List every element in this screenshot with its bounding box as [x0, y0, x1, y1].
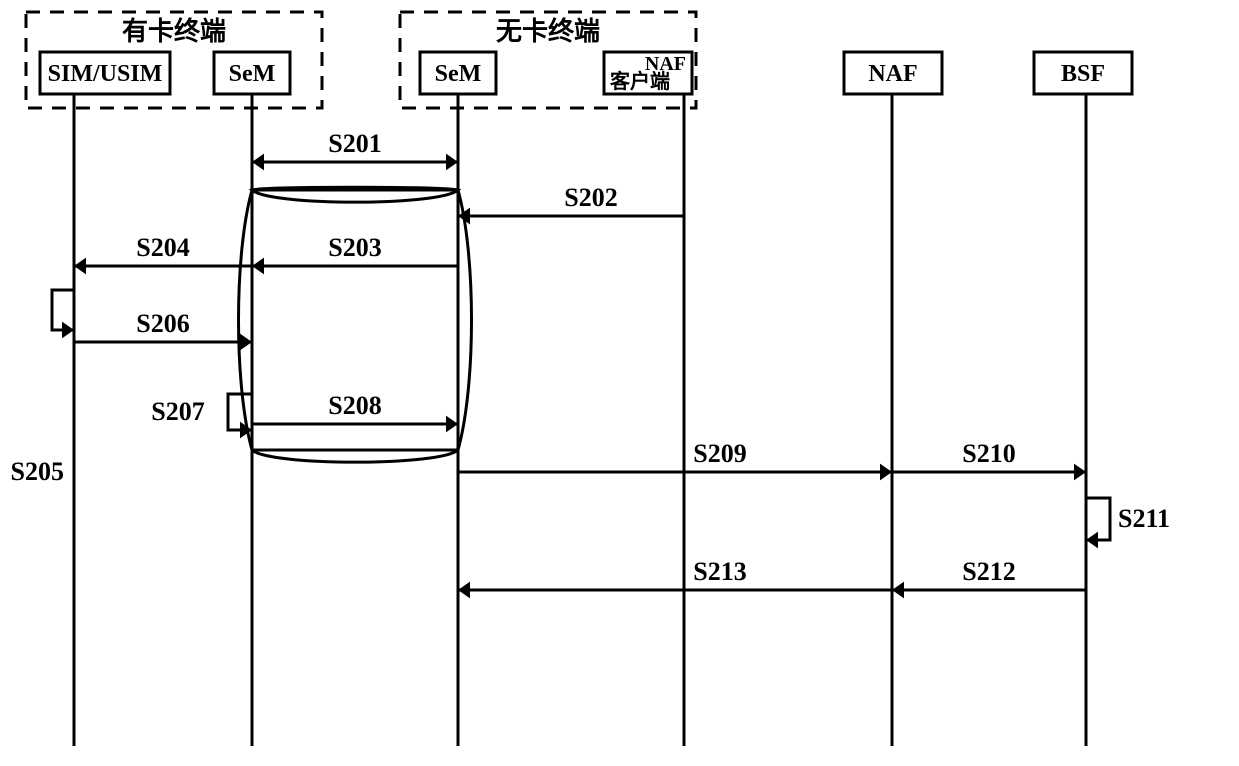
step-S208-label: S208: [328, 391, 381, 420]
secure-channel-cylinder-bottom: [252, 450, 458, 462]
arrowhead: [880, 464, 892, 481]
step-S202-label: S202: [564, 183, 617, 212]
actor-sim-label: SIM/USIM: [48, 61, 163, 87]
group-nocard-title: 无卡终端: [496, 16, 600, 46]
step-S207-label: S207: [151, 397, 204, 426]
arrowhead: [892, 582, 904, 599]
actor-naf-label: NAF: [868, 61, 917, 87]
arrowhead: [458, 582, 470, 599]
arrowhead: [74, 258, 86, 275]
step-S204-label: S204: [136, 233, 189, 262]
arrowhead: [240, 334, 252, 351]
arrowhead: [1074, 464, 1086, 481]
arrowhead: [62, 322, 74, 339]
step-S203-label: S203: [328, 233, 381, 262]
step-S205-label: S205: [11, 457, 64, 486]
actor-sem2-label: SeM: [435, 61, 482, 87]
group-card-title: 有卡终端: [122, 16, 226, 46]
step-S211-label: S211: [1118, 504, 1170, 533]
step-S201-label: S201: [328, 129, 381, 158]
arrowhead: [446, 416, 458, 433]
arrowhead: [252, 154, 264, 171]
step-S209-label: S209: [693, 439, 746, 468]
actor-nafclient-sublabel: 客户端: [609, 69, 670, 93]
step-S212-label: S212: [962, 557, 1015, 586]
arrowhead: [1086, 532, 1098, 549]
step-S206-label: S206: [136, 309, 189, 338]
actor-bsf-label: BSF: [1061, 61, 1105, 87]
actor-sem1-label: SeM: [229, 61, 276, 87]
arrowhead: [252, 258, 264, 275]
step-S213-label: S213: [693, 557, 746, 586]
arrowhead: [446, 154, 458, 171]
step-S210-label: S210: [962, 439, 1015, 468]
